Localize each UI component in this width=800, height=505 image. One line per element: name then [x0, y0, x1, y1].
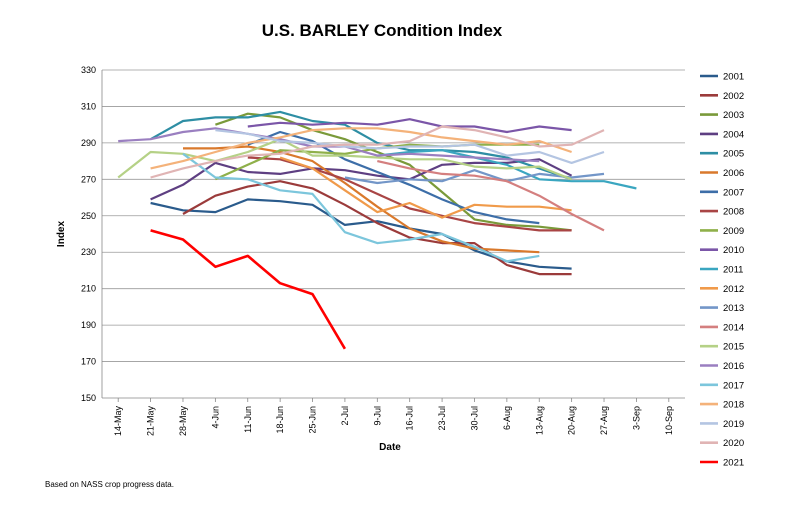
legend-label-2015: 2015: [723, 342, 744, 353]
x-tick-label: 21-May: [146, 406, 156, 437]
x-tick-label: 28-May: [178, 406, 188, 437]
x-axis-title: Date: [379, 442, 401, 453]
series-line-2002: [182, 180, 572, 276]
series-line-2011: [377, 149, 637, 190]
legend-label-2013: 2013: [723, 303, 744, 314]
series-line-2010: [247, 118, 572, 134]
x-tick-label: 10-Sep: [664, 406, 674, 435]
legend-label-2003: 2003: [723, 110, 744, 121]
series-line-2014: [377, 160, 605, 232]
x-tick-label: 25-Jun: [308, 406, 318, 434]
y-tick-label: 230: [81, 247, 96, 257]
legend-label-2020: 2020: [723, 438, 744, 449]
legend-label-2017: 2017: [723, 380, 744, 391]
legend-label-2009: 2009: [723, 226, 744, 237]
x-tick-label: 2-Jul: [340, 406, 350, 426]
legend-label-2019: 2019: [723, 419, 744, 430]
legend-label-2001: 2001: [723, 72, 744, 83]
x-tick-label: 23-Jul: [437, 406, 447, 431]
y-axis-ticks: 150 170 190 210 230 250 270 290 310 330: [81, 65, 96, 403]
y-tick-label: 310: [81, 101, 96, 111]
x-tick-label: 4-Jun: [210, 406, 220, 429]
legend-label-2012: 2012: [723, 284, 744, 295]
y-tick-label: 250: [81, 211, 96, 221]
series-line-2007: [247, 130, 540, 225]
legend-label-2016: 2016: [723, 361, 744, 372]
legend-label-2021: 2021: [723, 458, 744, 469]
grid: [101, 69, 685, 399]
x-tick-label: 9-Jul: [372, 406, 382, 426]
x-tick-label: 6-Aug: [502, 406, 512, 430]
series-line-2015: [117, 138, 573, 181]
series-line-2018: [150, 127, 572, 170]
series-lines: [117, 110, 637, 350]
y-tick-label: 210: [81, 284, 96, 294]
series-line-2012: [279, 156, 572, 219]
y-tick-label: 270: [81, 174, 96, 184]
x-tick-label: 30-Jul: [469, 406, 479, 431]
y-tick-label: 150: [81, 393, 96, 403]
series-line-2020: [150, 125, 605, 179]
x-tick-label: 13-Aug: [534, 406, 544, 435]
y-axis-title: Index: [56, 221, 67, 248]
legend-label-2002: 2002: [723, 91, 744, 102]
y-tick-label: 330: [81, 65, 96, 75]
x-tick-label: 11-Jun: [243, 406, 253, 433]
x-tick-label: 27-Aug: [599, 406, 609, 435]
legend-label-2018: 2018: [723, 400, 744, 411]
legend-label-2006: 2006: [723, 168, 744, 179]
source-note: Based on NASS crop progress data.: [45, 480, 174, 489]
x-tick-label: 14-May: [113, 406, 123, 437]
legend-label-2005: 2005: [723, 149, 744, 160]
series-line-2013: [344, 169, 605, 185]
x-axis-ticks: 14-May 21-May 28-May 4-Jun 11-Jun 18-Jun 25-Ju…: [113, 398, 674, 436]
chart-title: U.S. BARLEY Condition Index: [262, 21, 503, 40]
x-tick-label: 18-Jun: [275, 406, 285, 434]
legend-label-2008: 2008: [723, 207, 744, 218]
x-tick-label: 3-Sep: [631, 406, 641, 430]
x-tick-label: 16-Jul: [405, 406, 415, 431]
legend-label-2014: 2014: [723, 322, 744, 333]
series-line-2017: [182, 152, 540, 263]
series-line-2005: [150, 110, 572, 181]
legend-label-2007: 2007: [723, 187, 744, 198]
legend: 2001 2002 2003 2004 2005 2006 2007 2008 2009 2010…: [700, 72, 744, 469]
legend-label-2010: 2010: [723, 245, 744, 256]
legend-label-2004: 2004: [723, 129, 744, 140]
series-line-2021: [150, 229, 347, 350]
series-line-2019: [215, 129, 605, 164]
y-tick-label: 290: [81, 138, 96, 148]
legend-label-2011: 2011: [723, 265, 743, 276]
x-tick-label: 20-Aug: [567, 406, 577, 435]
series-line-2001: [150, 198, 572, 270]
y-tick-label: 170: [81, 357, 96, 367]
y-tick-label: 190: [81, 320, 96, 330]
